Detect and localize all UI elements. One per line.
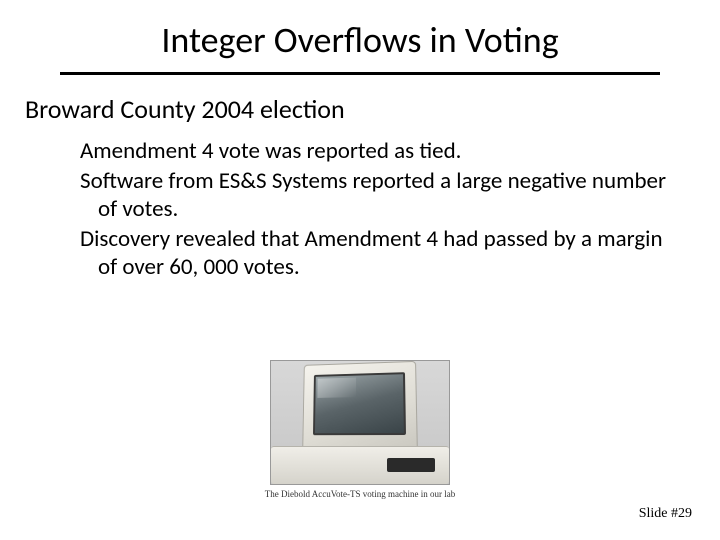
- image-area: The Diebold AccuVote-TS voting machine i…: [260, 360, 460, 510]
- machine-base: [271, 446, 449, 484]
- slide-footer: Slide #29: [639, 506, 692, 522]
- card-slot: [387, 458, 435, 472]
- machine-screen: [313, 372, 406, 435]
- body-text: Amendment 4 vote was reported as tied. S…: [80, 137, 670, 281]
- voting-machine-illustration: [270, 360, 450, 485]
- bullet-2: Software from ES&S Systems reported a la…: [80, 167, 670, 223]
- machine-body: [302, 361, 418, 455]
- slide-container: Integer Overflows in Voting Broward Coun…: [0, 0, 720, 540]
- bullet-3: Discovery revealed that Amendment 4 had …: [80, 225, 670, 281]
- image-caption: The Diebold AccuVote-TS voting machine i…: [260, 489, 460, 499]
- screen-glare: [317, 378, 356, 399]
- slide-subtitle: Broward County 2004 election: [25, 93, 690, 125]
- slide-title: Integer Overflows in Voting: [60, 18, 660, 75]
- bullet-1: Amendment 4 vote was reported as tied.: [80, 137, 670, 165]
